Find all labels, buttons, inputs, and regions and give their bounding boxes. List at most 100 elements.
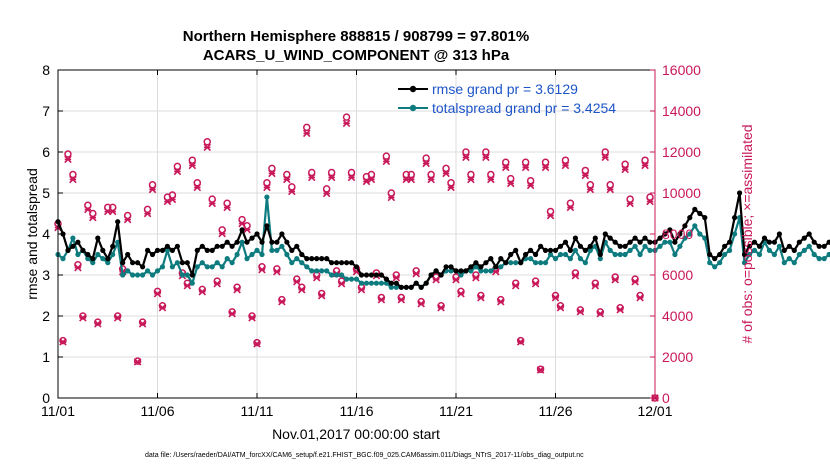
obs-assimilated-marker — [631, 277, 639, 286]
obs-possible-marker — [203, 138, 211, 146]
rmse-point — [145, 247, 151, 253]
obs-assimilated-marker — [452, 275, 460, 284]
obs-possible-marker — [626, 195, 634, 203]
rmse-point — [199, 243, 205, 249]
obs-possible-marker — [387, 189, 396, 197]
rmse-point — [557, 243, 564, 249]
rmse-point — [538, 243, 544, 249]
totalspread-point — [274, 247, 280, 253]
totalspread-point — [135, 272, 141, 278]
y-right-tick-label: 6000 — [662, 267, 693, 283]
rmse-point — [801, 235, 807, 241]
totalspread-point — [612, 251, 618, 258]
totalspread-point — [229, 260, 235, 266]
rmse-point — [453, 268, 459, 274]
totalspread-point — [528, 256, 534, 262]
totalspread-point — [154, 268, 161, 274]
totalspread-point — [105, 260, 111, 266]
obs-assimilated-marker — [551, 293, 560, 302]
rmse-point — [120, 260, 126, 266]
totalspread-point — [791, 260, 797, 266]
obs-assimilated-marker — [347, 173, 356, 182]
rmse-point — [737, 190, 743, 196]
rmse-point — [751, 239, 758, 245]
rmse-point — [468, 264, 474, 270]
rmse-point — [597, 251, 603, 258]
obs-possible-marker — [307, 168, 316, 177]
rmse-point — [776, 231, 783, 237]
obs-assimilated-marker — [283, 175, 291, 184]
rmse-point — [592, 235, 598, 241]
obs-possible-marker — [268, 164, 276, 173]
rmse-point — [796, 239, 802, 245]
y-right-tick-label: 2000 — [662, 349, 693, 365]
totalspread-point — [159, 264, 166, 270]
rmse-point — [90, 256, 96, 262]
obs-possible-marker — [263, 179, 271, 187]
rmse-point — [329, 260, 335, 266]
rmse-point — [304, 256, 310, 262]
rmse-point — [692, 206, 698, 212]
rmse-point — [348, 260, 355, 266]
rmse-point — [781, 247, 787, 253]
obs-possible-marker — [462, 148, 470, 156]
rmse-point — [682, 223, 688, 229]
rmse-point — [110, 243, 116, 249]
obs-assimilated-marker — [516, 338, 525, 346]
rmse-point — [746, 243, 753, 249]
obs-assimilated-marker — [621, 165, 629, 174]
obs-assimilated-marker — [94, 320, 102, 328]
totalspread-point — [244, 256, 250, 262]
obs-possible-marker — [113, 312, 122, 320]
rmse-point — [413, 280, 419, 286]
totalspread-point — [358, 280, 365, 286]
rmse-point — [388, 280, 394, 286]
totalspread-point — [264, 194, 270, 200]
legend-spread-marker — [409, 104, 417, 112]
totalspread-point — [667, 239, 673, 245]
totalspread-point — [557, 251, 564, 258]
obs-possible-marker — [447, 179, 455, 187]
rmse-point — [249, 235, 255, 241]
obs-assimilated-marker — [248, 314, 256, 322]
rmse-point — [518, 260, 524, 266]
totalspread-point — [344, 276, 350, 282]
totalspread-point — [722, 251, 728, 258]
totalspread-point — [801, 247, 807, 253]
totalspread-point — [145, 268, 151, 274]
obs-assimilated-marker — [511, 281, 520, 290]
obs-assimilated-marker — [307, 173, 316, 182]
totalspread-point — [642, 243, 648, 249]
obs-assimilated-marker — [556, 304, 565, 312]
obs-assimilated-marker — [183, 281, 192, 290]
rmse-point — [368, 272, 374, 278]
y-left-tick-label: 2 — [42, 308, 50, 324]
obs-assimilated-marker — [208, 199, 216, 208]
y-right-tick-label: 8000 — [662, 226, 693, 242]
obs-assimilated-marker — [611, 275, 619, 284]
rmse-point — [363, 272, 370, 278]
rmse-point — [717, 251, 723, 258]
rmse-point — [334, 260, 340, 266]
totalspread-point — [289, 260, 295, 266]
rmse-point — [756, 243, 763, 249]
totalspread-point — [95, 251, 101, 258]
rmse-point — [274, 239, 280, 245]
rmse-point — [473, 260, 479, 266]
totalspread-point — [140, 272, 146, 278]
totalspread-point — [562, 251, 569, 258]
rmse-point — [587, 243, 593, 249]
rmse-point — [697, 210, 703, 217]
totalspread-point — [751, 247, 758, 253]
totalspread-point — [269, 247, 275, 253]
totalspread-point — [781, 260, 787, 266]
rmse-point — [741, 251, 748, 258]
totalspread-point — [204, 264, 210, 270]
totalspread-point — [194, 264, 200, 270]
totalspread-point — [75, 251, 81, 258]
rmse-point — [458, 268, 464, 274]
rmse-point — [85, 251, 91, 258]
totalspread-point — [85, 256, 91, 262]
rmse-point — [209, 247, 215, 253]
totalspread-point — [766, 247, 773, 253]
